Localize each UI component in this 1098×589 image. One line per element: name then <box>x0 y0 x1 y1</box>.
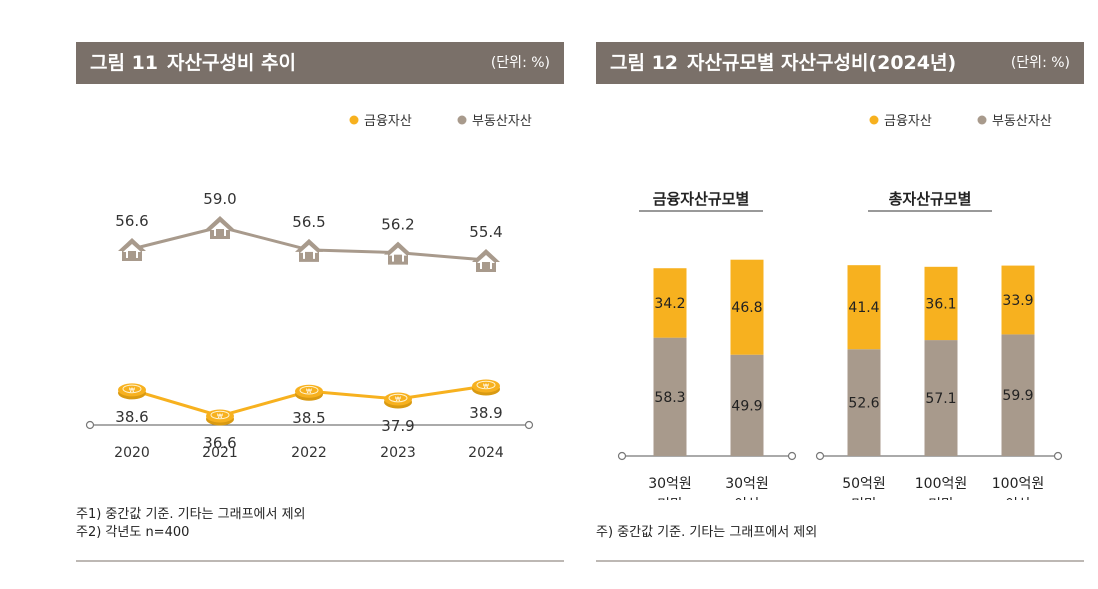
figure-11-title: 그림 11 자산구성비 추이 <box>90 42 296 84</box>
house-icon <box>118 238 146 261</box>
category-label: 30억원 <box>725 476 769 492</box>
category-label: 30억원 <box>648 476 692 492</box>
bar-label-financial: 33.9 <box>1002 293 1033 309</box>
x-tick-label: 2021 <box>202 445 238 461</box>
legend-dot-financial <box>869 115 879 125</box>
figure-11-notes: 주1) 중간값 기준. 기타는 그래프에서 제외 주2) 각년도 n=400 <box>76 506 306 542</box>
category-label: 50억원 <box>842 476 886 492</box>
bar-label-financial: 34.2 <box>654 296 685 312</box>
data-label-financial: 38.9 <box>469 404 502 422</box>
coin-icon: ₩ <box>206 409 234 426</box>
house-icon <box>472 249 500 272</box>
bar-label-financial: 46.8 <box>731 300 762 316</box>
category-label: 이상 <box>734 497 760 500</box>
x-tick-label: 2023 <box>380 445 416 461</box>
bar-label-real-estate: 49.9 <box>731 398 762 414</box>
axis-end-right <box>1053 451 1063 461</box>
figure-12-panel: 그림 12 자산규모별 자산구성비(2024년) (단위: %) 금융자산 부동산자… <box>596 42 1084 565</box>
stacked-bar-chart: 금융자산부동산자산금융자산규모별총자산규모별58.334.230억원미만(n=2… <box>617 114 1063 500</box>
svg-text:₩: ₩ <box>217 413 223 420</box>
coin-icon: ₩ <box>118 383 146 400</box>
svg-text:₩: ₩ <box>129 387 135 394</box>
bar-real-estate <box>1001 334 1035 456</box>
figure-12-notes: 주) 중간값 기준. 기타는 그래프에서 제외 <box>596 524 817 542</box>
note-line: 주1) 중간값 기준. 기타는 그래프에서 제외 <box>76 507 306 522</box>
line-chart: 금융자산 부동산자산 2020 2021 2022 2023 2024 ₩38.6 ₩36.6 ₩… <box>85 114 534 461</box>
data-label-financial: 37.9 <box>381 417 414 435</box>
category-label: 이상 <box>1005 497 1031 500</box>
legend-dot-real-estate <box>457 115 467 125</box>
figure-11-number: 그림 11 <box>90 52 159 74</box>
bar-financial <box>847 265 881 350</box>
data-label-real-estate: 56.6 <box>115 212 148 230</box>
house-icon <box>384 241 412 265</box>
svg-text:₩: ₩ <box>395 396 401 403</box>
category-label: 100억원 <box>992 476 1044 492</box>
axis-end-left <box>815 451 825 461</box>
bar-label-financial: 36.1 <box>925 296 956 312</box>
bar-label-real-estate: 57.1 <box>925 391 956 407</box>
legend-label-real-estate: 부동산자산 <box>472 114 532 129</box>
data-label-real-estate: 59.0 <box>203 190 236 208</box>
house-icon <box>206 216 234 239</box>
x-tick-label: 2020 <box>114 445 150 461</box>
legend-dot-financial <box>349 115 359 125</box>
axis-end-left <box>85 420 95 430</box>
data-label-financial: 38.6 <box>115 408 148 426</box>
category-label: 미만 <box>851 497 877 500</box>
svg-text:₩: ₩ <box>483 383 489 390</box>
legend-dot-real-estate <box>977 115 987 125</box>
figure-11-unit: (단위: %) <box>490 55 550 71</box>
bar-financial <box>653 268 687 338</box>
figure-11-panel: 그림 11 자산구성비 추이 (단위: %) 금융자산 부동산자산 2020 2021 2… <box>76 42 564 565</box>
bar-real-estate <box>847 349 881 456</box>
bar-real-estate <box>730 354 764 456</box>
data-label-real-estate: 56.2 <box>381 216 414 234</box>
figure-12-number: 그림 12 <box>610 52 679 74</box>
note-line: 주2) 각년도 n=400 <box>76 525 190 540</box>
figure-12-bottom-rule <box>596 560 1084 562</box>
svg-text:₩: ₩ <box>306 388 312 395</box>
figure-12-title-text: 자산규모별 자산구성비(2024년) <box>687 52 957 74</box>
coin-icon: ₩ <box>472 379 500 396</box>
note-line: 주) 중간값 기준. 기타는 그래프에서 제외 <box>596 525 818 540</box>
category-label: 미만 <box>657 497 683 500</box>
group-title: 총자산규모별 <box>889 190 972 208</box>
category-label: 미만 <box>928 497 954 500</box>
bar-financial <box>1001 265 1035 335</box>
axis-end-left <box>617 451 627 461</box>
legend-label-financial: 금융자산 <box>364 114 412 129</box>
bar-financial <box>924 266 958 341</box>
legend-label-financial: 금융자산 <box>884 114 932 129</box>
figure-11-bottom-rule <box>76 560 564 562</box>
figure-11-header: 그림 11 자산구성비 추이 (단위: %) <box>76 42 564 84</box>
bar-label-financial: 41.4 <box>848 300 879 316</box>
x-tick-label: 2022 <box>291 445 327 461</box>
figure-12-unit: (단위: %) <box>1010 55 1070 71</box>
bar-financial <box>730 259 764 355</box>
bar-real-estate <box>653 337 687 456</box>
data-label-real-estate: 55.4 <box>469 223 502 241</box>
house-icon <box>295 238 323 262</box>
bar-label-real-estate: 52.6 <box>848 396 879 412</box>
group-title: 금융자산규모별 <box>653 190 750 208</box>
bar-real-estate <box>924 340 958 456</box>
coin-icon: ₩ <box>384 392 412 409</box>
bar-label-real-estate: 58.3 <box>654 390 685 406</box>
legend-label-real-estate: 부동산자산 <box>992 114 1052 129</box>
data-label-financial: 36.6 <box>203 434 236 452</box>
coin-icon: ₩ <box>295 384 323 401</box>
axis-end-right <box>524 420 534 430</box>
bar-label-real-estate: 59.9 <box>1002 388 1033 404</box>
category-label: 100억원 <box>915 476 967 492</box>
figure-11-title-text: 자산구성비 추이 <box>167 52 296 74</box>
x-tick-label: 2024 <box>468 445 504 461</box>
figure-12-header: 그림 12 자산규모별 자산구성비(2024년) (단위: %) <box>596 42 1084 84</box>
data-label-real-estate: 56.5 <box>292 213 325 231</box>
figure-12-title: 그림 12 자산규모별 자산구성비(2024년) <box>610 42 956 84</box>
data-label-financial: 38.5 <box>292 409 325 427</box>
axis-end-right <box>787 451 797 461</box>
